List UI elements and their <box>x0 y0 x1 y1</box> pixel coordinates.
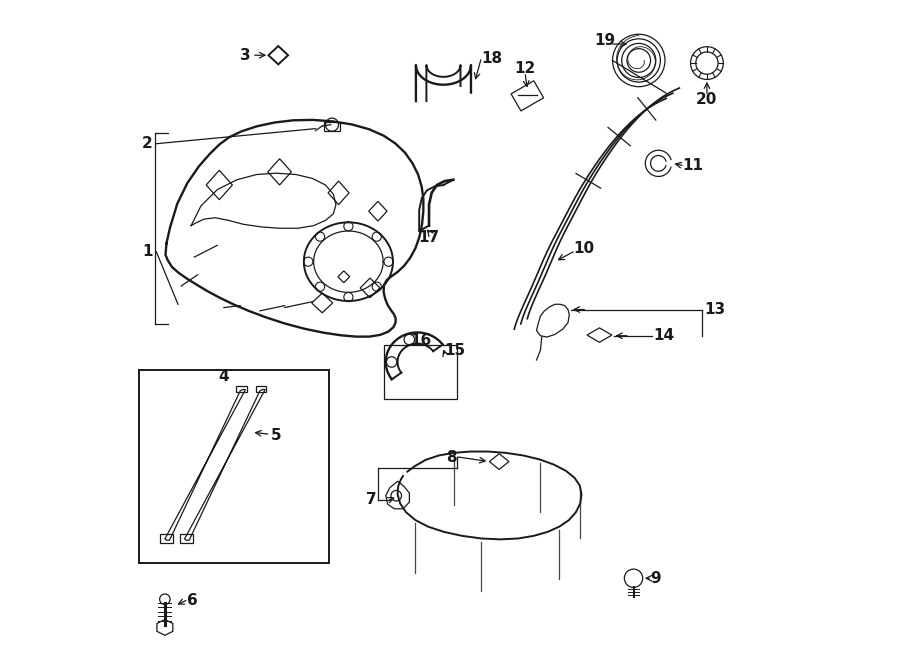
Text: 8: 8 <box>446 449 456 465</box>
Text: 5: 5 <box>271 428 282 443</box>
Bar <box>180 533 194 543</box>
Text: 14: 14 <box>653 329 674 343</box>
Bar <box>511 81 544 111</box>
Text: 18: 18 <box>482 51 502 66</box>
Text: 13: 13 <box>705 302 725 317</box>
Text: 3: 3 <box>240 48 251 63</box>
Text: 7: 7 <box>366 492 376 507</box>
Bar <box>237 385 247 392</box>
Text: 19: 19 <box>594 33 616 48</box>
Bar <box>139 369 328 563</box>
Text: 4: 4 <box>219 369 230 384</box>
Bar <box>256 385 266 392</box>
Text: 9: 9 <box>650 570 661 586</box>
Bar <box>160 533 174 543</box>
Text: 2: 2 <box>142 136 153 151</box>
Text: 6: 6 <box>186 593 197 608</box>
Text: 20: 20 <box>697 93 717 107</box>
Text: 12: 12 <box>515 61 536 76</box>
Text: 1: 1 <box>142 245 152 259</box>
Text: 11: 11 <box>683 158 704 173</box>
Text: 15: 15 <box>445 342 466 358</box>
Text: 17: 17 <box>418 230 439 245</box>
Text: 16: 16 <box>410 333 431 348</box>
Text: 10: 10 <box>573 241 594 256</box>
Bar <box>324 122 340 132</box>
Bar <box>384 345 456 399</box>
